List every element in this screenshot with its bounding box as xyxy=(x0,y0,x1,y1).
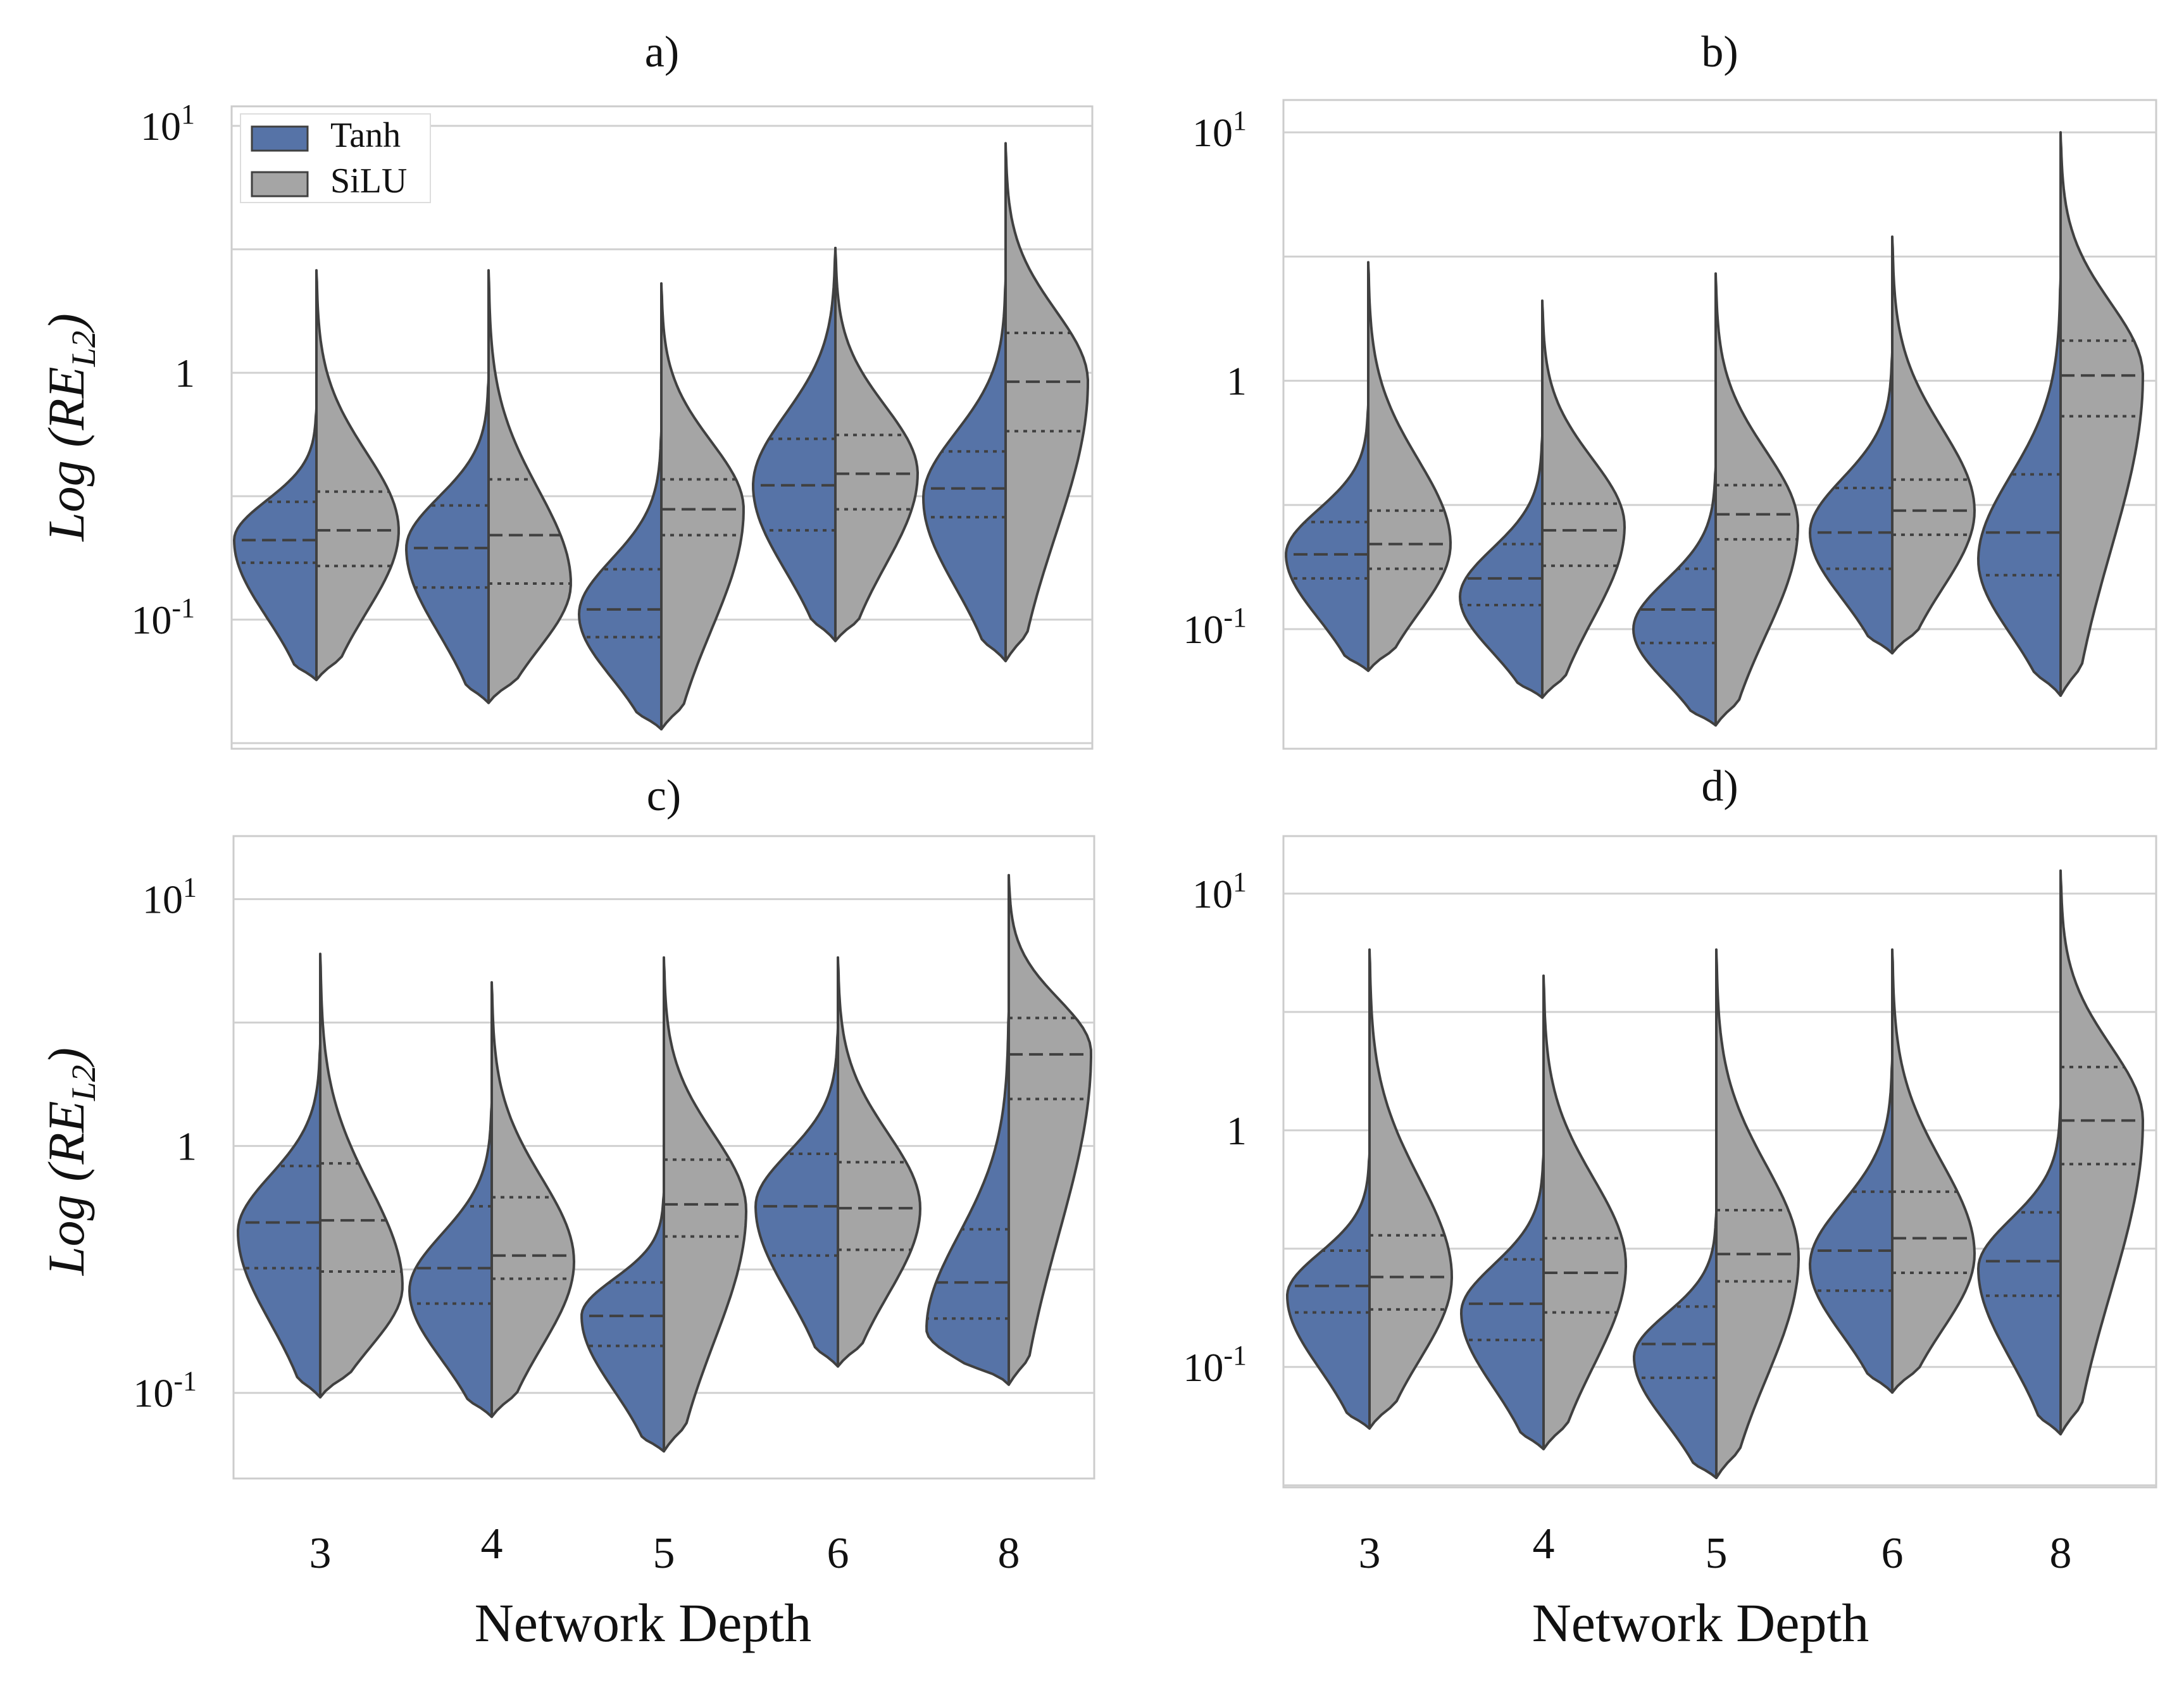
x-tick-label: 8 xyxy=(998,1529,1020,1578)
violin-silu-depth-4 xyxy=(1542,974,1627,1451)
y-tick-label: 101 xyxy=(1192,105,1247,155)
legend: Tanh SiLU xyxy=(240,113,431,203)
panel-frame xyxy=(1282,835,2157,1489)
violin-tanh-depth-6 xyxy=(1809,1058,1894,1394)
violin-silu-depth-5 xyxy=(660,282,745,731)
violin-silu-depth-5 xyxy=(1715,948,1800,1479)
y-axis-label: Log (REL2) xyxy=(37,1047,103,1276)
violin-tanh-depth-8 xyxy=(1977,1102,2062,1435)
violin-tanh-depth-4 xyxy=(405,377,490,704)
x-tick-label: 6 xyxy=(1881,1529,1904,1578)
x-tick-label: 3 xyxy=(309,1529,332,1578)
axis-labels: Log (REL2) Log (REL2) Network Depth Network… xyxy=(37,313,1869,1653)
panel-title: d) xyxy=(1701,762,1738,811)
y-tick-label: 101 xyxy=(140,99,195,149)
violin-silu-depth-6 xyxy=(834,246,919,642)
legend-label-silu: SiLU xyxy=(330,161,407,201)
legend-swatch-silu xyxy=(251,171,309,197)
violin-silu-depth-8 xyxy=(2059,869,2144,1435)
violin-silu-depth-3 xyxy=(1368,948,1453,1430)
violin-tanh-depth-8 xyxy=(1977,276,2062,697)
violin-silu-depth-4 xyxy=(490,981,575,1418)
violin-tanh-depth-8 xyxy=(925,1010,1010,1386)
y-tick-label: 1 xyxy=(175,351,195,396)
x-tick-label: 5 xyxy=(1706,1529,1728,1578)
legend-swatch-tanh xyxy=(251,125,309,152)
violin-tanh-depth-3 xyxy=(1286,1152,1371,1430)
panel-frame xyxy=(230,105,1094,750)
violin-tanh-depth-3 xyxy=(237,1042,321,1399)
violin-tanh-depth-6 xyxy=(754,1027,839,1368)
y-tick-label: 1 xyxy=(1226,359,1247,404)
y-tick-label: 10-1 xyxy=(133,1366,197,1416)
x-tick-label: 5 xyxy=(653,1529,675,1578)
y-axis-label: Log (REL2) xyxy=(37,313,103,542)
violin-silu-depth-3 xyxy=(315,269,400,682)
violin-tanh-depth-4 xyxy=(1460,1152,1545,1451)
y-tick-label: 10-1 xyxy=(1183,602,1247,652)
violin-silu-depth-3 xyxy=(319,953,404,1399)
legend-label-tanh: Tanh xyxy=(330,116,401,155)
violin-silu-depth-4 xyxy=(1541,299,1626,699)
violin-tanh-depth-4 xyxy=(408,1101,493,1418)
y-tick-label: 1 xyxy=(177,1124,197,1169)
violin-silu-depth-5 xyxy=(1714,272,1799,727)
violin-tanh-depth-6 xyxy=(1809,351,1894,655)
x-axis-label: Network Depth xyxy=(1532,1592,1869,1653)
panels: a) 10-1 1 101 b) 10-1 1 101 c) 10-1 1 101 3 4 5 6 8 d) 10-… xyxy=(131,28,2157,1578)
panel-a: a) 10-1 1 101 xyxy=(131,28,1094,750)
y-tick-label: 101 xyxy=(1192,866,1247,916)
violin-silu-depth-6 xyxy=(1891,235,1976,655)
panel-c: c) 10-1 1 101 3 4 5 6 8 xyxy=(133,772,1095,1578)
violin-silu-depth-4 xyxy=(487,269,572,704)
violin-tanh-depth-3 xyxy=(233,406,318,682)
violin-silu-depth-8 xyxy=(1004,142,1089,663)
x-tick-label: 3 xyxy=(1359,1529,1381,1578)
panel-b: b) 10-1 1 101 xyxy=(1183,28,2157,750)
y-tick-label: 10-1 xyxy=(131,592,195,642)
x-tick-label: 8 xyxy=(2050,1529,2072,1578)
violin-tanh-depth-5 xyxy=(580,1191,665,1453)
y-tick-label: 10-1 xyxy=(1183,1340,1247,1390)
y-tick-label: 1 xyxy=(1226,1108,1247,1153)
y-tick-label: 101 xyxy=(142,872,197,922)
violin-silu-depth-6 xyxy=(837,956,921,1368)
panel-title: a) xyxy=(645,28,679,77)
violin-tanh-depth-5 xyxy=(1632,465,1717,727)
violin-tanh-depth-4 xyxy=(1459,434,1544,699)
violin-silu-depth-8 xyxy=(1008,873,1092,1386)
violin-silu-depth-8 xyxy=(2059,131,2144,697)
x-tick-label: 4 xyxy=(1533,1520,1555,1568)
violin-tanh-depth-3 xyxy=(1285,403,1370,672)
panel-frame xyxy=(232,835,1095,1480)
violin-tanh-depth-6 xyxy=(752,246,837,642)
violin-silu-depth-6 xyxy=(1891,948,1976,1394)
panel-frame xyxy=(1282,99,2157,750)
violin-tanh-depth-5 xyxy=(578,430,663,731)
panel-title: b) xyxy=(1701,28,1738,77)
x-axis-label: Network Depth xyxy=(475,1592,812,1653)
panel-d: d) 10-1 1 101 3 4 5 6 8 xyxy=(1183,762,2157,1578)
x-tick-label: 6 xyxy=(827,1529,849,1578)
violin-tanh-depth-8 xyxy=(922,277,1007,663)
violin-silu-depth-3 xyxy=(1367,261,1452,672)
x-tick-label: 4 xyxy=(481,1520,503,1568)
panel-title: c) xyxy=(647,772,681,820)
